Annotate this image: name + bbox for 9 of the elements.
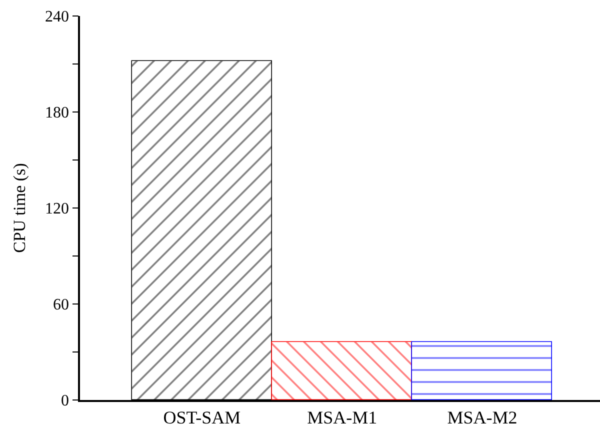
y-tick-label: 60 [53, 296, 70, 314]
y-tick-label: 0 [61, 392, 70, 410]
x-tick-label: OST-SAM [163, 407, 241, 428]
y-tick-label: 240 [45, 8, 70, 26]
x-tick-label: MSA-M1 [307, 407, 378, 428]
y-tick-label: 180 [45, 104, 70, 122]
x-tick-label: MSA-M2 [447, 407, 518, 428]
y-axis-title: CPU time (s) [10, 163, 30, 253]
y-tick-label: 120 [45, 200, 70, 218]
